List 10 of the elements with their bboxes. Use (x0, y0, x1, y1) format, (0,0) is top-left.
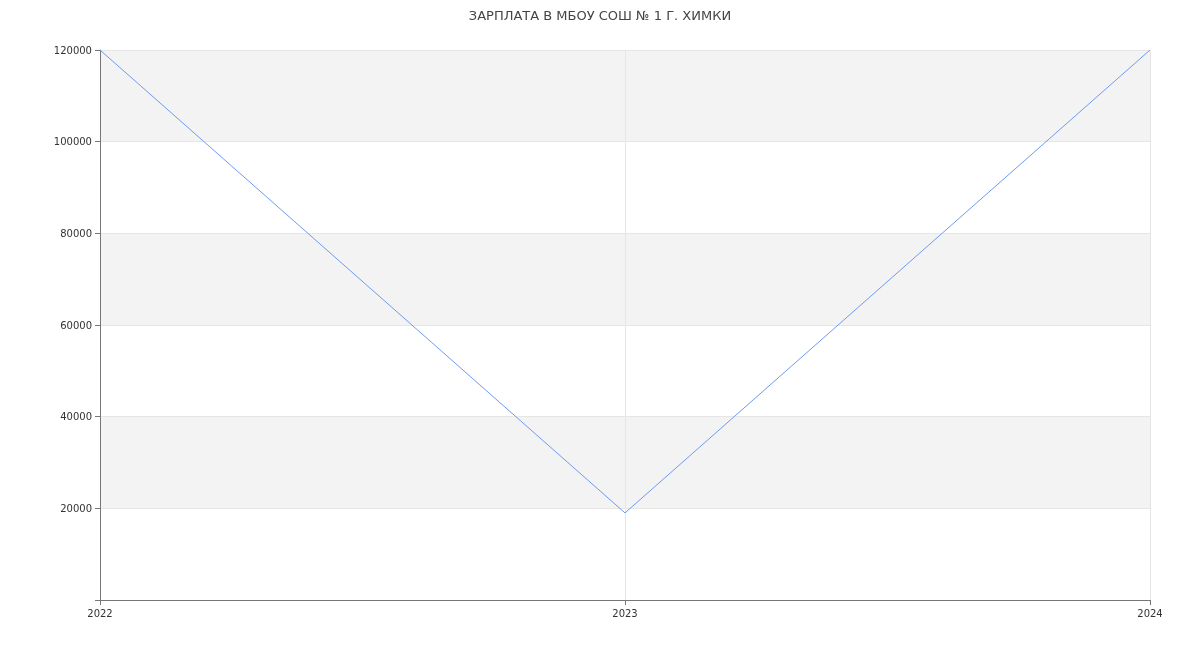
y-tick-label: 120000 (53, 44, 92, 56)
x-tick-label: 2022 (87, 607, 113, 619)
y-tick-label: 80000 (60, 227, 92, 239)
y-tick-label: 40000 (60, 411, 92, 423)
y-tick-label: 60000 (60, 319, 92, 331)
x-tick-label: 2023 (612, 607, 638, 619)
y-tick-label: 20000 (60, 502, 92, 514)
x-tick-label: 2024 (1137, 607, 1163, 619)
chart-title: ЗАРПЛАТА В МБОУ СОШ № 1 Г. ХИМКИ (468, 8, 732, 23)
y-tick-label: 100000 (53, 136, 92, 148)
